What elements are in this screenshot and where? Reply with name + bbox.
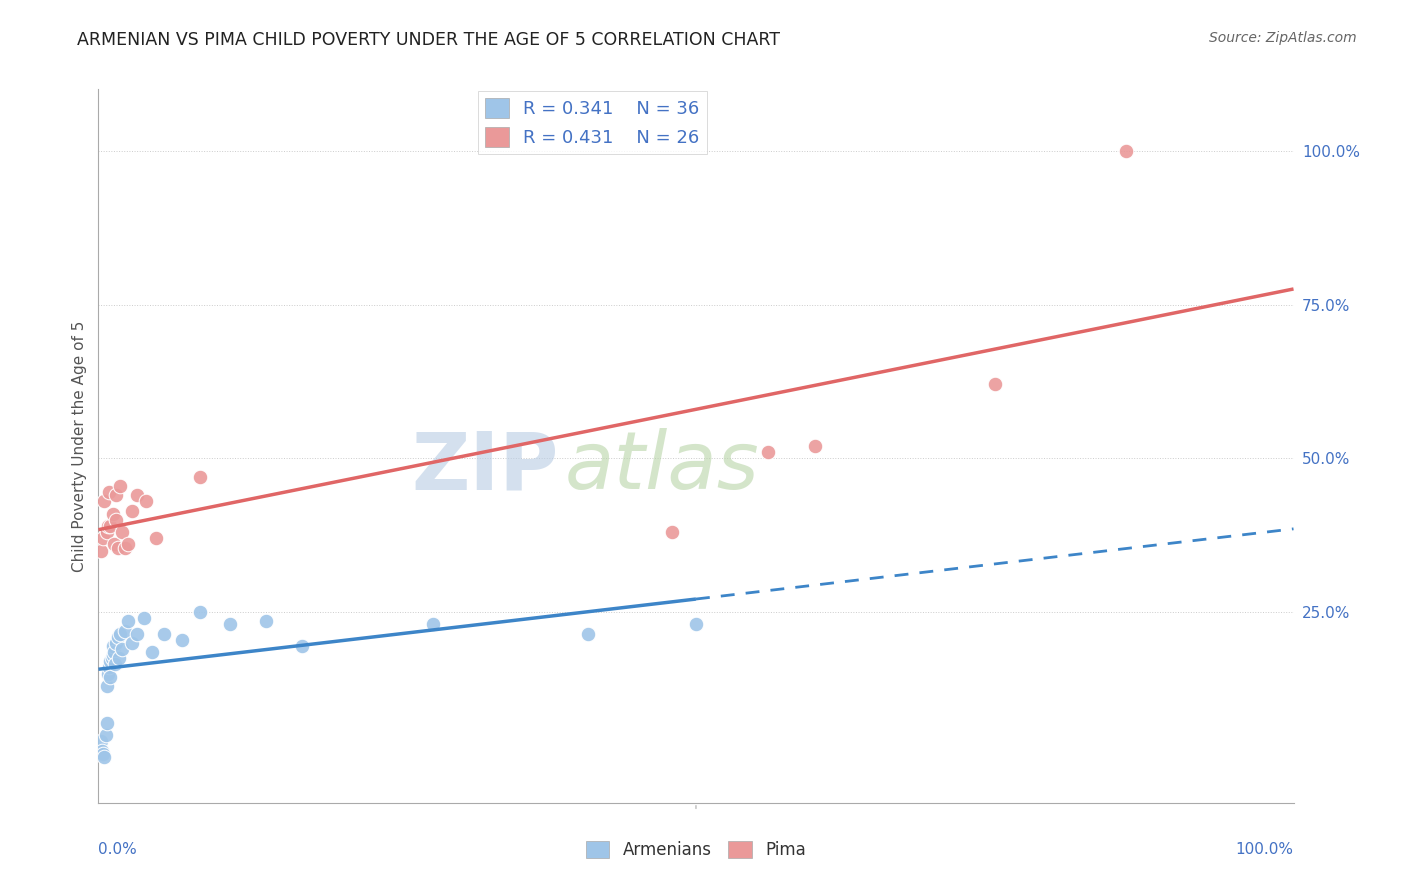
Point (93, 749, 115, 764)
Point (104, 657, 127, 672)
Point (153, 626, 176, 640)
Point (96, 715, 118, 730)
Text: 0.0%: 0.0% (98, 842, 138, 857)
Text: ARMENIAN VS PIMA CHILD POVERTY UNDER THE AGE OF 5 CORRELATION CHART: ARMENIAN VS PIMA CHILD POVERTY UNDER THE… (77, 31, 780, 49)
Point (107, 630, 129, 644)
Point (984, 377, 1007, 392)
Point (685, 617, 707, 632)
Point (108, 626, 131, 640)
Point (188, 469, 211, 483)
Point (1115, 144, 1137, 158)
Point (756, 445, 779, 459)
Point (111, 525, 134, 540)
Point (108, 479, 131, 493)
Point (98, 519, 122, 533)
Point (107, 651, 129, 665)
Point (103, 537, 125, 551)
Point (121, 636, 143, 650)
Point (98, 654, 122, 668)
Text: atlas: atlas (565, 428, 759, 507)
Point (422, 617, 444, 632)
Point (105, 488, 128, 502)
Point (141, 645, 163, 659)
Point (219, 617, 242, 632)
Point (117, 615, 139, 629)
Point (90, 734, 112, 748)
Point (135, 494, 157, 508)
Point (98, 670, 122, 684)
Point (661, 525, 683, 540)
Point (101, 648, 124, 662)
Point (93, 494, 115, 508)
Point (125, 488, 148, 502)
Point (804, 439, 827, 453)
Point (97, 519, 120, 533)
Text: Source: ZipAtlas.com: Source: ZipAtlas.com (1209, 31, 1357, 45)
Point (132, 611, 155, 625)
Point (101, 639, 124, 653)
Legend: Armenians, Pima: Armenians, Pima (579, 834, 813, 866)
Point (107, 541, 129, 555)
Point (114, 624, 136, 638)
Text: 100.0%: 100.0% (1236, 842, 1294, 857)
Point (97, 666, 120, 681)
Point (90, 543, 112, 558)
Point (91, 747, 114, 761)
Point (96, 679, 118, 693)
Point (121, 503, 143, 517)
Point (94, 728, 117, 742)
Point (145, 531, 167, 545)
Point (96, 525, 118, 540)
Point (103, 645, 125, 659)
Point (98, 660, 121, 674)
Point (105, 513, 128, 527)
Point (98, 485, 121, 500)
Y-axis label: Child Poverty Under the Age of 5: Child Poverty Under the Age of 5 (72, 320, 87, 572)
Point (291, 639, 314, 653)
Point (91, 743, 114, 757)
Point (254, 615, 277, 629)
Point (125, 626, 148, 640)
Point (117, 537, 139, 551)
Point (100, 651, 122, 665)
Point (578, 626, 600, 640)
Point (114, 541, 136, 555)
Point (101, 507, 124, 521)
Text: ZIP: ZIP (412, 428, 558, 507)
Point (172, 632, 194, 647)
Point (91, 531, 114, 545)
Point (188, 605, 211, 619)
Point (111, 642, 134, 657)
Point (105, 636, 128, 650)
